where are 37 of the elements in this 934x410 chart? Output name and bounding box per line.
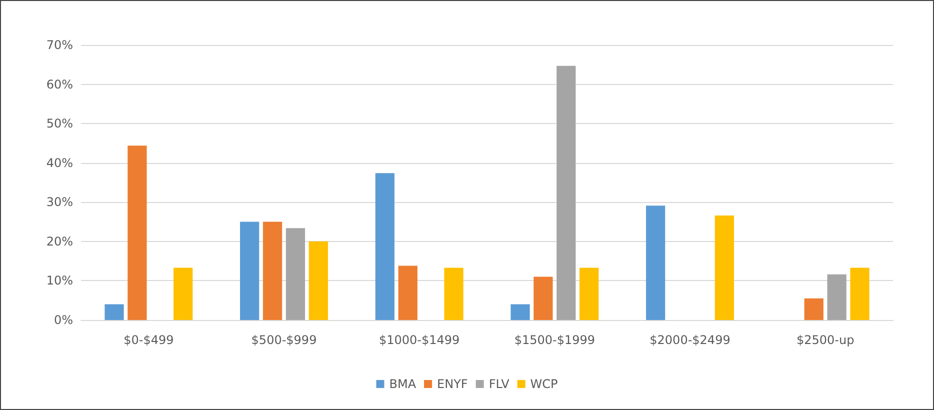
bar bbox=[308, 241, 328, 320]
x-tick-label: $0-$499 bbox=[124, 333, 174, 347]
y-tick-label: 0% bbox=[54, 313, 73, 327]
legend-label: ENYF bbox=[437, 377, 468, 391]
legend-label: BMA bbox=[389, 377, 417, 391]
bar bbox=[646, 206, 666, 320]
x-tick-label: $500-$999 bbox=[251, 333, 317, 347]
y-tick-label: 20% bbox=[46, 234, 73, 248]
x-tick-label: $1500-$1999 bbox=[514, 333, 596, 347]
bar bbox=[104, 304, 124, 320]
bar bbox=[398, 266, 418, 320]
y-tick-label: 60% bbox=[46, 77, 73, 92]
y-tick-label: 40% bbox=[46, 156, 73, 170]
bar bbox=[286, 228, 306, 320]
bar bbox=[534, 276, 553, 320]
bar bbox=[262, 222, 282, 320]
bar bbox=[174, 268, 193, 320]
legend-label: FLV bbox=[488, 377, 510, 391]
bar bbox=[510, 304, 530, 320]
bar bbox=[556, 66, 576, 320]
bar bbox=[827, 274, 846, 320]
x-tick-label: $2500-up bbox=[796, 333, 854, 347]
legend-label: WCP bbox=[530, 377, 558, 391]
bar bbox=[850, 268, 870, 320]
y-tick-label: 70% bbox=[46, 38, 73, 52]
bar bbox=[375, 173, 394, 320]
bar bbox=[714, 216, 734, 320]
bar bbox=[444, 268, 464, 320]
x-tick-label: $2000-$2499 bbox=[650, 333, 730, 347]
y-tick-label: 30% bbox=[46, 195, 73, 210]
y-tick-label: 10% bbox=[46, 274, 73, 288]
x-tick-label: $1000-$1499 bbox=[378, 333, 460, 347]
bar bbox=[804, 298, 824, 320]
y-tick-label: 50% bbox=[46, 116, 73, 131]
bar bbox=[580, 268, 599, 320]
bar bbox=[128, 146, 147, 320]
bar bbox=[240, 222, 260, 320]
